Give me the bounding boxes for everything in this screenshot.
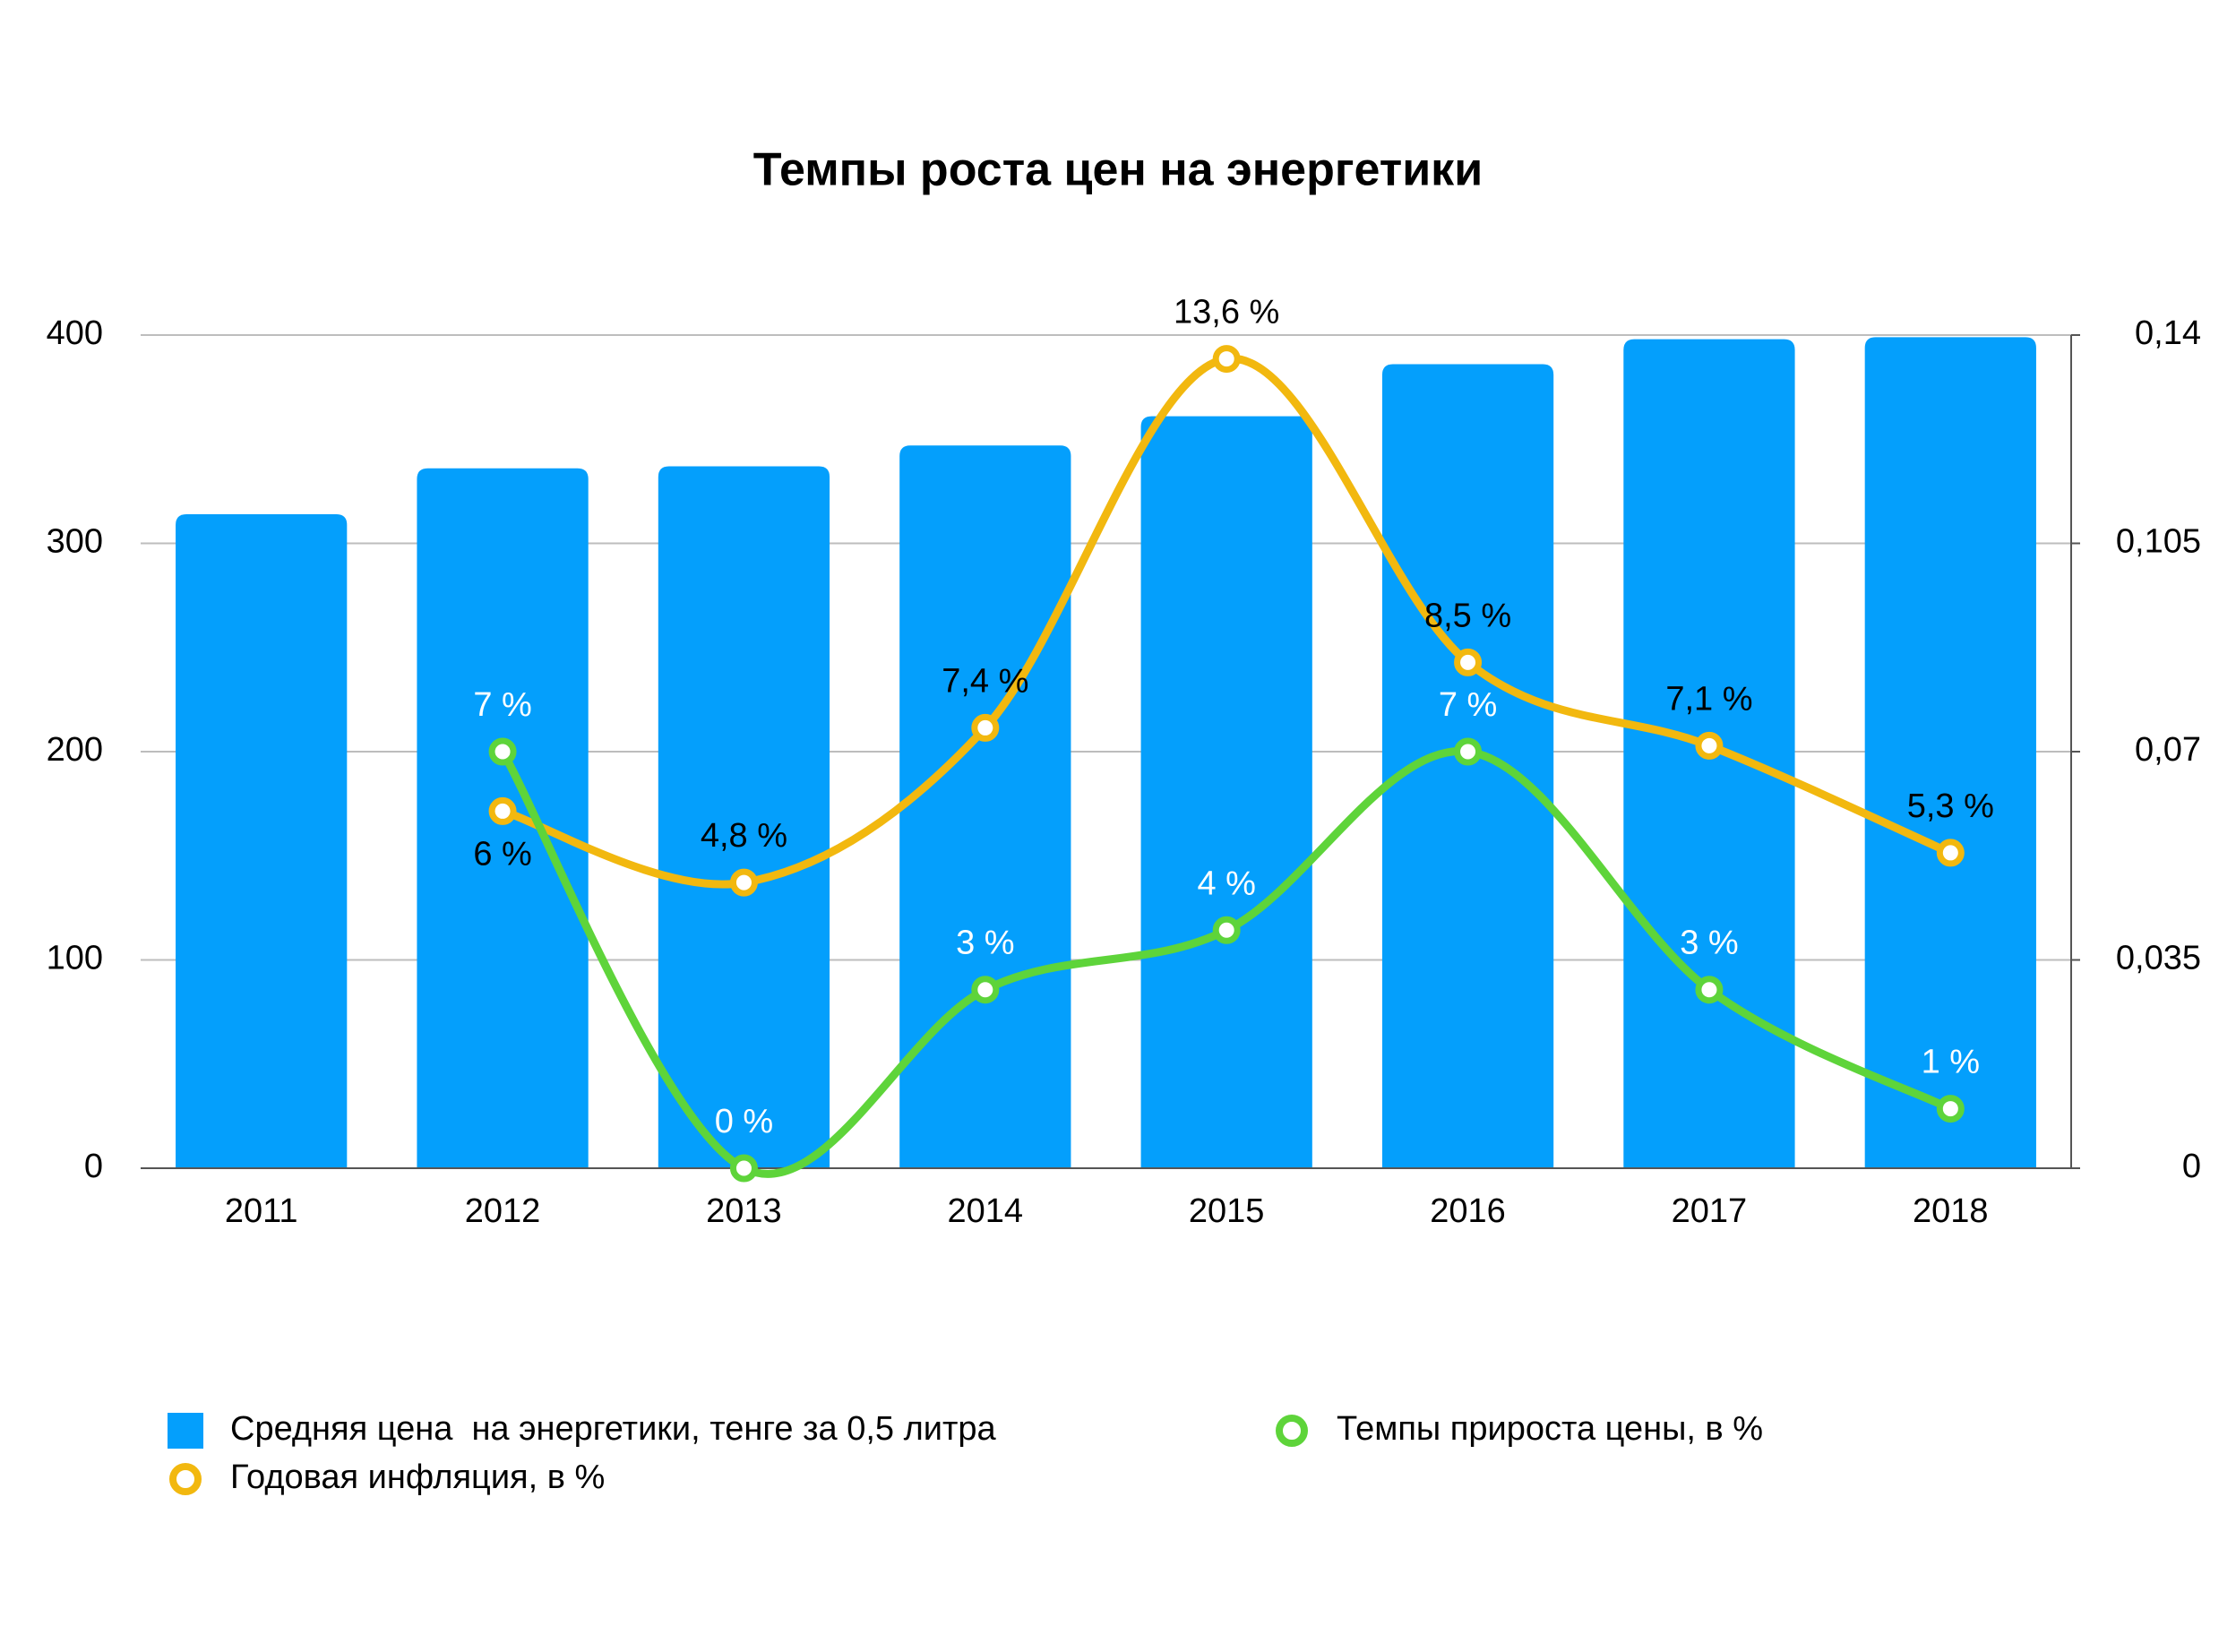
point bbox=[1695, 731, 1724, 760]
legend-swatch bbox=[168, 1413, 203, 1449]
legend-label: Темпы прироста цены, в % bbox=[1337, 1410, 1763, 1448]
data-label: 5,3 % bbox=[1907, 787, 1994, 825]
y2-tick-label: 0,035 bbox=[2116, 940, 2201, 977]
y2-tick-label: 0,105 bbox=[2116, 523, 2201, 561]
legend-swatch bbox=[169, 1463, 202, 1495]
data-label: 7 % bbox=[473, 686, 531, 724]
bar bbox=[899, 445, 1071, 1169]
point bbox=[488, 796, 517, 825]
data-label: 7,1 % bbox=[1665, 680, 1752, 718]
bar bbox=[176, 513, 348, 1168]
point bbox=[1936, 1095, 1965, 1123]
x-tick-label: 2018 bbox=[1913, 1192, 1989, 1230]
point bbox=[1454, 737, 1483, 766]
y2-tick-label: 0 bbox=[2182, 1148, 2201, 1185]
legend-label: Средняя цена на энергетики, тенге за 0,5… bbox=[230, 1410, 997, 1448]
data-label: 4 % bbox=[1197, 865, 1255, 902]
data-label: 13,6 % bbox=[1174, 294, 1279, 331]
line bbox=[499, 747, 1953, 1178]
y2-tick-label: 0,07 bbox=[2135, 731, 2201, 769]
data-label: 3 % bbox=[956, 925, 1014, 962]
y-tick-label: 200 bbox=[47, 731, 103, 769]
legend-swatch bbox=[1276, 1415, 1308, 1447]
data-label: 7,4 % bbox=[942, 662, 1028, 700]
x-tick-label: 2013 bbox=[706, 1192, 782, 1230]
point bbox=[1936, 839, 1965, 867]
point bbox=[488, 737, 517, 766]
bar bbox=[658, 466, 830, 1168]
x-tick-label: 2012 bbox=[465, 1192, 541, 1230]
x-tick-label: 2016 bbox=[1430, 1192, 1506, 1230]
point bbox=[729, 868, 758, 897]
point bbox=[1212, 916, 1241, 944]
y2-tick-label: 0,14 bbox=[2135, 314, 2201, 352]
y-tick-label: 300 bbox=[47, 523, 103, 561]
chart-title: Темпы роста цен на энергетики bbox=[753, 144, 1483, 196]
point bbox=[729, 1154, 758, 1183]
x-tick-label: 2014 bbox=[948, 1192, 1024, 1230]
data-label: 3 % bbox=[1680, 925, 1738, 962]
point bbox=[971, 976, 1000, 1004]
data-label: 6 % bbox=[473, 835, 531, 873]
y-tick-label: 0 bbox=[84, 1148, 103, 1185]
point bbox=[1454, 648, 1483, 676]
bar bbox=[1140, 416, 1312, 1168]
x-tick-label: 2011 bbox=[225, 1192, 298, 1230]
bar bbox=[1864, 337, 2036, 1168]
x-tick-label: 2017 bbox=[1672, 1192, 1748, 1230]
data-label: 1 % bbox=[1922, 1044, 1980, 1081]
y-tick-label: 100 bbox=[47, 940, 103, 977]
data-label: 0 % bbox=[715, 1103, 773, 1140]
data-label: 8,5 % bbox=[1424, 597, 1511, 634]
data-label: 4,8 % bbox=[701, 817, 787, 855]
point bbox=[1212, 345, 1241, 374]
x-tick-label: 2015 bbox=[1189, 1192, 1265, 1230]
point bbox=[971, 713, 1000, 742]
legend-label: Годовая инфляция, в % bbox=[230, 1458, 605, 1496]
y-tick-label: 400 bbox=[47, 314, 103, 352]
point bbox=[1695, 976, 1724, 1004]
data-label: 7 % bbox=[1439, 686, 1497, 724]
bar bbox=[1381, 364, 1554, 1168]
